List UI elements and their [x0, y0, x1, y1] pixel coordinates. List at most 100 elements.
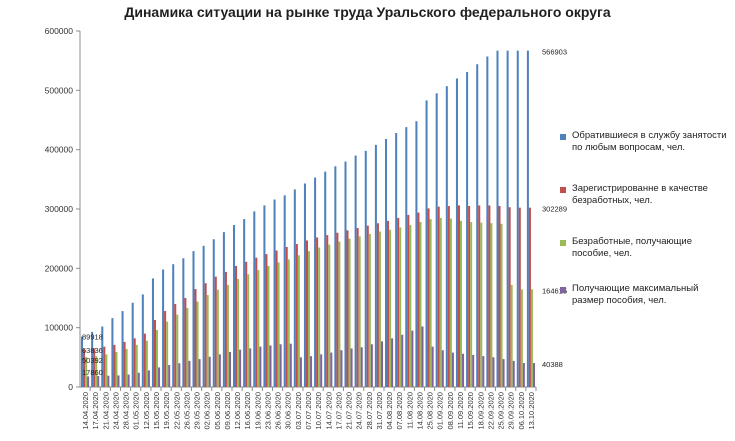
bar-series-1 — [455, 78, 458, 387]
bar-series-3 — [389, 229, 392, 387]
y-tick-label: 500000 — [45, 85, 74, 95]
x-tick-label: 11.09.2020 — [456, 392, 465, 429]
bar-series-1 — [283, 195, 286, 387]
bar-series-2 — [214, 276, 217, 387]
x-tick-label: 10.07.2020 — [314, 392, 323, 430]
bar-series-2 — [123, 341, 126, 387]
x-tick-label: 09.06.2020 — [223, 392, 232, 430]
data-label: 566903 — [542, 48, 567, 57]
bar-series-4 — [299, 357, 302, 387]
bar-series-3 — [135, 344, 138, 387]
bar-series-1 — [233, 225, 236, 387]
bar-series-3 — [226, 284, 229, 387]
bar-series-4 — [310, 356, 313, 387]
x-tick-label: 11.08.2020 — [405, 392, 414, 429]
y-tick-label: 600000 — [45, 26, 74, 36]
bar-series-3 — [145, 340, 148, 387]
bar-series-4 — [462, 353, 465, 387]
bar-series-4 — [168, 365, 171, 387]
bar-series-3 — [287, 259, 290, 387]
bar-series-2 — [133, 338, 136, 387]
bar-series-3 — [318, 247, 321, 387]
bar-series-4 — [147, 370, 150, 387]
bar-series-3 — [520, 289, 523, 387]
x-tick-label: 22.09.2020 — [486, 392, 495, 430]
x-tick-label: 23.06.2020 — [263, 392, 272, 430]
bar-series-4 — [441, 350, 444, 387]
bar-series-4 — [421, 326, 424, 387]
bar-series-2 — [417, 212, 420, 387]
x-tick-label: 14.08.2020 — [415, 392, 424, 430]
bar-series-2 — [498, 206, 501, 387]
bar-series-1 — [141, 294, 144, 387]
x-tick-label: 14.07.2020 — [324, 392, 333, 430]
bar-series-1 — [151, 278, 154, 387]
x-tick-label: 13.10.2020 — [527, 392, 536, 430]
bar-series-3 — [470, 222, 473, 387]
bar-series-2 — [295, 244, 298, 387]
x-tick-label: 26.06.2020 — [274, 392, 283, 430]
bar-series-2 — [326, 235, 329, 387]
bar-series-4 — [401, 334, 404, 387]
bar-series-1 — [293, 189, 296, 387]
legend-swatch — [560, 240, 566, 246]
x-tick-label: 25.08.2020 — [426, 392, 435, 430]
bar-series-1 — [243, 219, 246, 387]
bar-series-3 — [196, 301, 199, 387]
x-tick-label: 26.05.2020 — [182, 392, 191, 430]
bar-series-2 — [488, 205, 491, 387]
x-tick-label: 05.06.2020 — [213, 392, 222, 430]
bar-series-4 — [370, 344, 373, 387]
y-tick-label: 100000 — [45, 323, 74, 333]
bar-series-3 — [308, 251, 311, 387]
bar-series-2 — [316, 237, 319, 387]
x-tick-label: 01.09.2020 — [436, 392, 445, 430]
bar-series-3 — [399, 227, 402, 387]
bar-series-3 — [166, 321, 169, 387]
bar-series-1 — [385, 138, 388, 387]
x-tick-label: 02.06.2020 — [203, 392, 212, 430]
bar-series-2 — [184, 298, 187, 387]
bar-series-2 — [397, 217, 400, 387]
bar-series-4 — [198, 359, 201, 387]
bar-series-3 — [338, 241, 341, 387]
bar-series-1 — [212, 239, 215, 387]
bar-series-3 — [115, 351, 118, 387]
chart-axes: 0 100000 200000 300000 400000 500000 600000 14.… — [45, 26, 537, 430]
x-tick-label: 19.05.2020 — [162, 392, 171, 430]
x-tick-label: 17.04.2020 — [91, 392, 100, 430]
x-tick-label: 06.10.2020 — [517, 392, 526, 430]
x-tick-label: 24.07.2020 — [355, 392, 364, 430]
bar-series-4 — [380, 341, 383, 387]
bar-series-1 — [162, 269, 165, 387]
bar-series-4 — [492, 357, 495, 387]
bar-series-1 — [334, 166, 337, 387]
x-tick-label: 29.05.2020 — [193, 392, 202, 430]
bar-series-3 — [530, 289, 533, 387]
bar-series-4 — [360, 347, 363, 387]
bar-series-3 — [480, 222, 483, 387]
bar-series-4 — [178, 363, 181, 387]
bar-series-3 — [125, 349, 128, 387]
data-label: 50392 — [82, 356, 103, 365]
bar-series-1 — [101, 326, 104, 387]
bar-series-4 — [239, 349, 242, 387]
x-tick-label: 16.06.2020 — [243, 392, 252, 430]
bar-series-3 — [237, 279, 240, 387]
bar-series-3 — [95, 356, 98, 387]
bar-series-2 — [224, 271, 227, 387]
legend-label: Обратившиеся в службу занятости по любым… — [572, 130, 727, 153]
bar-series-3 — [267, 265, 270, 387]
x-tick-label: 07.08.2020 — [395, 392, 404, 430]
x-tick-label: 15.05.2020 — [152, 392, 161, 430]
x-tick-label: 12.05.2020 — [142, 392, 151, 430]
bar-series-2 — [194, 289, 197, 387]
bar-series-2 — [83, 349, 86, 387]
x-tick-label: 12.06.2020 — [233, 392, 242, 430]
bar-series-4 — [208, 356, 211, 387]
legend-label: Получающие максимальный размер пособия, … — [572, 283, 699, 306]
bar-series-3 — [277, 262, 280, 387]
bar-series-3 — [328, 244, 331, 387]
bar-series-3 — [490, 223, 493, 387]
bar-series-4 — [451, 352, 454, 387]
